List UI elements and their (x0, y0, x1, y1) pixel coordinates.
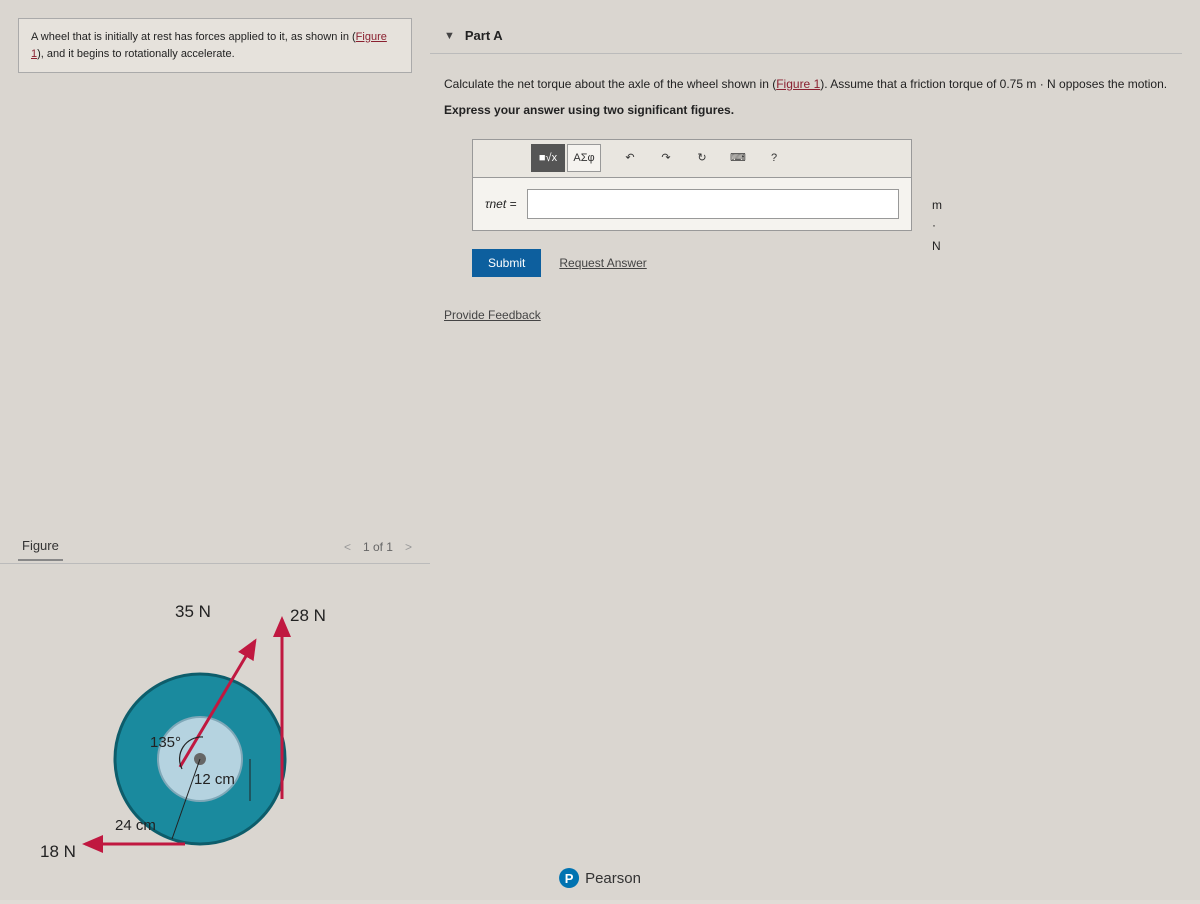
collapse-caret-icon: ▼ (444, 30, 455, 42)
greek-tool[interactable]: ΑΣφ (567, 144, 601, 172)
undo-tool[interactable]: ↶ (613, 144, 647, 172)
figure-link-question[interactable]: Figure 1 (776, 77, 820, 91)
provide-feedback-link[interactable]: Provide Feedback (444, 305, 541, 325)
templates-tool[interactable]: ■√x (531, 144, 565, 172)
problem-text-before: A wheel that is initially at rest has fo… (31, 31, 356, 43)
force-18n-label: 18 N (40, 842, 76, 862)
angle-label: 135° (150, 734, 181, 751)
force-35n-label: 35 N (175, 602, 211, 622)
part-a-title: Part A (465, 28, 503, 43)
figure-title: Figure (18, 532, 63, 561)
redo-tool[interactable]: ↷ (649, 144, 683, 172)
keyboard-tool[interactable]: ⌨ (721, 144, 755, 172)
figure-pager-text: 1 of 1 (363, 540, 393, 554)
equation-toolbar: ■√x ΑΣφ ↶ ↷ ↻ ⌨ ? (472, 139, 912, 177)
inner-radius-label: 12 cm (194, 771, 235, 788)
submit-button[interactable]: Submit (472, 249, 541, 277)
variable-label: τnet = (485, 194, 517, 214)
answer-entry-box: ■√x ΑΣφ ↶ ↷ ↻ ⌨ ? τnet = m · N (472, 139, 912, 231)
figure-panel: Figure < 1 of 1 > (0, 530, 430, 900)
problem-statement: A wheel that is initially at rest has fo… (18, 18, 412, 73)
instruction-text: Express your answer using two significan… (444, 100, 1168, 120)
unit-label: m · N (932, 195, 942, 256)
figure-next-button[interactable]: > (405, 540, 412, 554)
question-text: Calculate the net torque about the axle … (444, 74, 1168, 94)
figure-body: 35 N 28 N 18 N 135° 12 cm 24 cm (0, 564, 430, 894)
request-answer-link[interactable]: Request Answer (559, 253, 646, 273)
outer-radius-label: 24 cm (115, 817, 156, 834)
pearson-logo-icon: P (559, 868, 579, 888)
help-tool[interactable]: ? (757, 144, 791, 172)
reset-tool[interactable]: ↻ (685, 144, 719, 172)
footer-brand: P Pearson (559, 868, 641, 888)
part-a-header[interactable]: ▼ Part A (430, 18, 1182, 54)
force-28n-label: 28 N (290, 606, 326, 626)
footer-brand-text: Pearson (585, 870, 641, 887)
problem-text-after: ), and it begins to rotationally acceler… (37, 48, 235, 60)
wheel-diagram (70, 604, 350, 904)
answer-input[interactable] (527, 189, 899, 219)
figure-prev-button[interactable]: < (344, 540, 351, 554)
